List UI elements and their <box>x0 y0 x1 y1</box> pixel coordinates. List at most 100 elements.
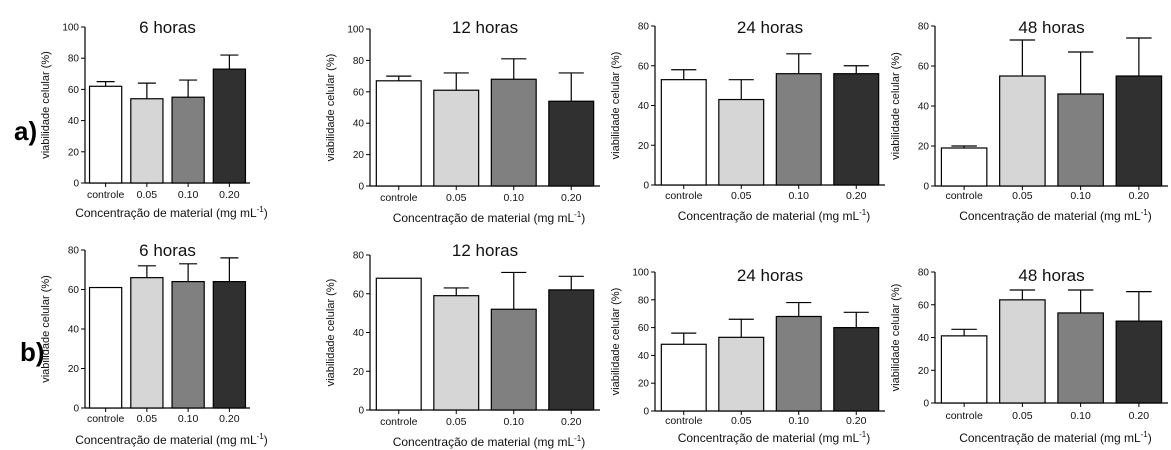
bar <box>375 277 422 411</box>
bar <box>718 336 765 412</box>
x-tick-label: controle <box>380 416 418 428</box>
y-axis-label: viabilidade celular (%) <box>40 275 52 383</box>
bar <box>999 75 1046 187</box>
x-tick-label: 0.20 <box>846 415 867 427</box>
chart-title: 24 horas <box>737 18 803 37</box>
bar <box>88 286 123 409</box>
bar <box>833 73 880 186</box>
chart-title: 48 horas <box>1018 18 1084 37</box>
y-tick-label: 40 <box>918 333 930 344</box>
x-axis-label: Concentração de material (mg mL-1) <box>393 210 586 225</box>
y-tick-label: 20 <box>353 367 365 378</box>
chart-title: 6 horas <box>139 18 196 37</box>
y-tick-label: 80 <box>918 268 930 279</box>
x-tick-label: 0.10 <box>504 192 525 204</box>
y-tick-label: 80 <box>638 295 650 306</box>
x-axis-label: Concentração de material (mg mL-1) <box>678 208 871 223</box>
y-axis-label: viabilidade celular (%) <box>610 288 622 396</box>
x-tick-label: 0.05 <box>446 192 467 204</box>
x-tick-label: controle <box>945 410 983 422</box>
x-tick-label: 0.10 <box>178 189 199 201</box>
y-axis-label: viabilidade celular (%) <box>610 52 622 160</box>
x-tick-label: controle <box>665 190 703 202</box>
x-tick-label: controle <box>87 189 125 201</box>
x-tick-label: 0.10 <box>789 415 810 427</box>
chart-panel-b-2: 12 horas viabilidade celular (%) 0 20 40 60 80… <box>325 241 600 449</box>
x-tick-label: 0.20 <box>561 192 582 204</box>
x-tick-label: controle <box>945 190 983 202</box>
bar <box>940 147 988 187</box>
x-tick-label: 0.20 <box>219 413 240 425</box>
chart-title: 12 horas <box>452 241 518 260</box>
bar <box>548 100 595 187</box>
bar <box>660 343 707 412</box>
x-tick-label: 0.10 <box>789 190 810 202</box>
x-axis-label: Concentração de material (mg mL-1) <box>393 434 586 449</box>
x-tick-label: controle <box>380 192 418 204</box>
chart-title: 6 horas <box>139 241 196 260</box>
y-tick-label: 40 <box>68 116 80 127</box>
x-tick-label: controle <box>87 413 125 425</box>
bar <box>1057 93 1104 187</box>
y-tick-label: 0 <box>923 182 929 193</box>
y-tick-label: 100 <box>62 23 79 34</box>
x-axis-label: Concentração de material (mg mL-1) <box>678 430 871 445</box>
y-tick-label: 0 <box>358 406 364 417</box>
y-tick-label: 0 <box>643 181 649 192</box>
bar <box>718 98 765 186</box>
y-tick-label: 0 <box>73 404 79 415</box>
bar <box>212 68 247 184</box>
y-tick-label: 40 <box>638 101 650 112</box>
y-tick-label: 60 <box>353 87 365 98</box>
y-tick-label: 0 <box>923 399 929 410</box>
bar <box>548 289 595 411</box>
y-axis-label: viabilidade celular (%) <box>40 51 52 159</box>
x-tick-label: 0.05 <box>1012 190 1033 202</box>
bar <box>490 78 537 187</box>
x-tick-label: 0.20 <box>219 189 240 201</box>
bar <box>1115 320 1163 404</box>
bar <box>130 98 164 184</box>
y-tick-label: 0 <box>643 407 649 418</box>
y-tick-label: 80 <box>68 246 80 257</box>
bar <box>171 281 205 409</box>
x-axis-label: Concentração de material (mg mL-1) <box>75 205 268 220</box>
y-tick-label: 80 <box>638 22 650 33</box>
y-axis-label: viabilidade celular (%) <box>890 52 902 160</box>
chart-panel-b-4: 48 horas viabilidade celular (%) 0 20 40 60 80… <box>890 266 1168 445</box>
row-label-b: b) <box>20 337 45 367</box>
row-label-a: a) <box>14 116 38 146</box>
y-tick-label: 60 <box>918 62 930 73</box>
y-axis-label: viabilidade celular (%) <box>325 54 337 162</box>
y-axis-label: viabilidade celular (%) <box>325 279 337 387</box>
x-tick-label: controle <box>665 415 703 427</box>
x-tick-label: 0.05 <box>1012 410 1033 422</box>
x-tick-label: 0.05 <box>731 415 752 427</box>
x-axis-label: Concentração de material (mg mL-1) <box>75 432 268 447</box>
bar <box>775 315 822 412</box>
y-tick-label: 60 <box>68 285 80 296</box>
chart-title: 24 horas <box>737 266 803 285</box>
y-tick-label: 20 <box>353 150 365 161</box>
y-tick-label: 0 <box>73 179 79 190</box>
y-tick-label: 20 <box>918 142 930 153</box>
x-tick-label: 0.20 <box>1129 410 1150 422</box>
bar <box>171 96 205 184</box>
x-tick-label: 0.10 <box>1070 410 1091 422</box>
bar <box>775 73 822 186</box>
y-tick-label: 20 <box>68 364 80 375</box>
bar <box>433 295 480 411</box>
bar <box>130 277 164 409</box>
x-tick-label: 0.20 <box>846 190 867 202</box>
y-tick-label: 40 <box>638 351 650 362</box>
y-tick-label: 100 <box>632 268 649 279</box>
bar <box>833 327 880 412</box>
y-tick-label: 40 <box>918 102 930 113</box>
x-tick-label: 0.05 <box>446 416 467 428</box>
y-tick-label: 20 <box>918 366 930 377</box>
y-tick-label: 60 <box>918 300 930 311</box>
x-tick-label: 0.10 <box>1070 190 1091 202</box>
x-tick-label: 0.05 <box>731 190 752 202</box>
